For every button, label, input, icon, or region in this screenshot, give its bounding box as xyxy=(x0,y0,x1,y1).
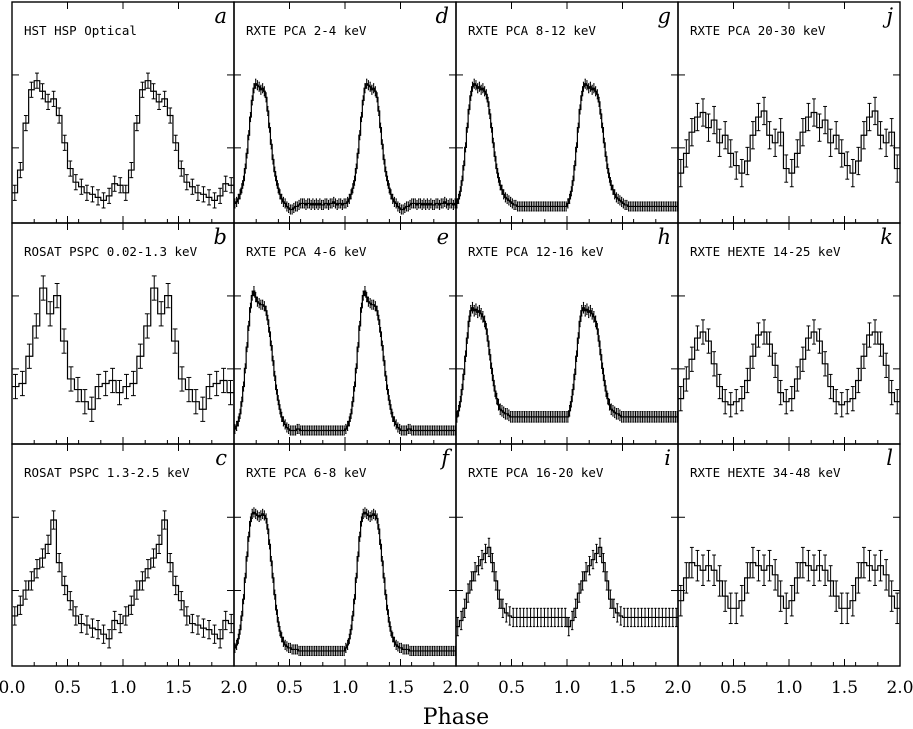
series-line xyxy=(234,290,456,432)
panel-title: RXTE PCA 2-4 keV xyxy=(246,23,367,38)
panel-letter: l xyxy=(886,446,893,470)
error-bars xyxy=(12,72,234,209)
series-line xyxy=(678,562,900,609)
x-tick-label: 2.0 xyxy=(886,678,913,698)
series-line xyxy=(456,83,678,208)
error-bars xyxy=(13,275,233,422)
panel-letter: e xyxy=(437,225,449,249)
error-bars xyxy=(234,286,456,436)
panel-title: HST HSP Optical xyxy=(24,23,137,38)
panel-title: RXTE PCA 20-30 keV xyxy=(690,23,826,38)
series-line xyxy=(456,307,678,418)
panel-letter: d xyxy=(436,4,449,28)
x-tick-labels: 0.0 0.5 1.0 1.5 2.0 0.5 1.0 1.5 2.0 0.5 1.0 1.5 2.0 0… xyxy=(0,678,913,698)
panel-ticks xyxy=(11,223,235,444)
x-tick-label: 1.0 xyxy=(553,678,580,698)
x-tick-label: 1.5 xyxy=(165,678,192,698)
panel-title: ROSAT PSPC 0.02-1.3 keV xyxy=(24,244,198,259)
x-tick-label: 1.5 xyxy=(609,678,636,698)
panel-g: RXTE PCA 8-12 keV g xyxy=(455,1,679,224)
x-tick-label: 2.0 xyxy=(220,678,247,698)
panel-a: HST HSP Optical a xyxy=(11,1,235,224)
series-line xyxy=(456,546,678,628)
x-tick-label: 0.5 xyxy=(498,678,525,698)
panel-d: RXTE PCA 2-4 keV d xyxy=(233,1,457,224)
panel-ticks xyxy=(677,223,901,444)
panel-title: RXTE HEXTE 14-25 keV xyxy=(690,244,841,259)
panel-letter: g xyxy=(658,4,671,28)
panel-letter: c xyxy=(215,446,227,470)
panel-letter: b xyxy=(214,225,227,249)
panel-ticks xyxy=(455,444,679,666)
panel-e: RXTE PCA 4-6 keV e xyxy=(233,222,457,445)
x-axis-label: Phase xyxy=(423,705,489,729)
series-line xyxy=(678,110,900,174)
panel-letter: j xyxy=(882,4,893,28)
error-bars xyxy=(678,546,900,625)
panel-title: RXTE PCA 8-12 keV xyxy=(468,23,596,38)
panel-j: RXTE PCA 20-30 keV j xyxy=(677,1,901,224)
series-line xyxy=(12,519,234,640)
x-tick-label: 1.0 xyxy=(109,678,136,698)
x-tick-label: 0.5 xyxy=(276,678,303,698)
panels-group: HST HSP Optical a ROSAT PSPC 0.02-1.3 keV b… xyxy=(11,1,901,667)
panel-letter: k xyxy=(880,225,893,249)
series-line xyxy=(234,511,456,652)
panel-letter: a xyxy=(214,4,227,28)
panel-f: RXTE PCA 6-8 keV f xyxy=(233,443,457,667)
series-line xyxy=(12,80,234,201)
series-line xyxy=(234,83,456,211)
panel-b: ROSAT PSPC 0.02-1.3 keV b xyxy=(11,222,235,445)
error-bars xyxy=(456,301,678,423)
panel-title: RXTE HEXTE 34-48 keV xyxy=(690,465,841,480)
panel-h: RXTE PCA 12-16 keV h xyxy=(455,222,679,445)
series-line xyxy=(678,331,900,406)
panel-ticks xyxy=(233,444,457,666)
panel-k: RXTE HEXTE 14-25 keV k xyxy=(677,222,901,445)
error-bars xyxy=(456,78,678,212)
x-tick-label: 1.0 xyxy=(775,678,802,698)
panel-letter: h xyxy=(657,225,671,249)
panel-letter: i xyxy=(664,446,671,470)
series-line xyxy=(12,287,234,410)
x-tick-label: 2.0 xyxy=(664,678,691,698)
error-bars xyxy=(234,507,456,657)
x-tick-label: 1.5 xyxy=(831,678,858,698)
x-tick-label: 2.0 xyxy=(442,678,469,698)
panel-title: RXTE PCA 12-16 keV xyxy=(468,244,604,259)
x-tick-label: 1.5 xyxy=(387,678,414,698)
panel-title: RXTE PCA 6-8 keV xyxy=(246,465,367,480)
panel-title: ROSAT PSPC 1.3-2.5 keV xyxy=(24,465,190,480)
error-bars xyxy=(678,319,900,418)
panel-ticks xyxy=(11,444,235,666)
x-tick-label: 0.5 xyxy=(720,678,747,698)
panel-c: ROSAT PSPC 1.3-2.5 keV c xyxy=(11,443,235,667)
panel-title: RXTE PCA 16-20 keV xyxy=(468,465,604,480)
panel-l: RXTE HEXTE 34-48 keV l xyxy=(677,443,901,667)
panel-i: RXTE PCA 16-20 keV i xyxy=(455,443,679,667)
x-tick-label: 0.5 xyxy=(54,678,81,698)
panel-letter: f xyxy=(439,446,452,470)
x-tick-label: 1.0 xyxy=(331,678,358,698)
panel-ticks xyxy=(677,444,901,666)
panel-title: RXTE PCA 4-6 keV xyxy=(246,244,367,259)
x-tick-label: 0.0 xyxy=(0,678,26,698)
